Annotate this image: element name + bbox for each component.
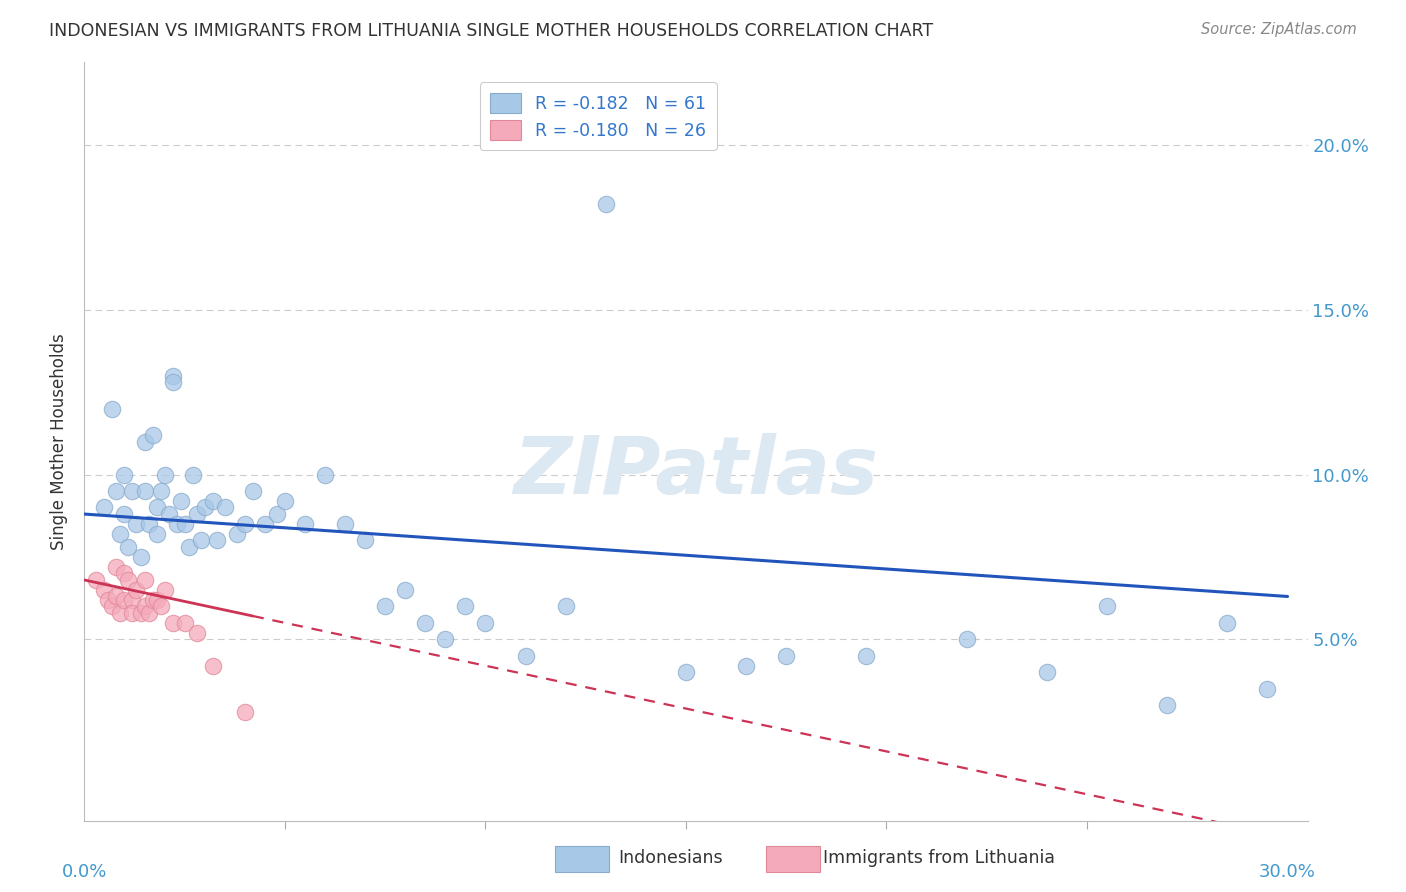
Point	[333, 516, 356, 531]
Point	[114, 592, 136, 607]
Point	[153, 582, 176, 597]
Point	[105, 559, 128, 574]
Point	[374, 599, 396, 614]
Point	[101, 401, 124, 416]
Point	[110, 526, 132, 541]
Text: 30.0%: 30.0%	[1260, 863, 1316, 881]
Point	[149, 599, 172, 614]
Point	[117, 573, 139, 587]
Point	[129, 606, 152, 620]
Y-axis label: Single Mother Households: Single Mother Households	[51, 334, 69, 549]
Text: 0.0%: 0.0%	[62, 863, 107, 881]
Point	[162, 375, 184, 389]
Text: INDONESIAN VS IMMIGRANTS FROM LITHUANIA SINGLE MOTHER HOUSEHOLDS CORRELATION CHA: INDONESIAN VS IMMIGRANTS FROM LITHUANIA …	[49, 22, 934, 40]
Point	[114, 507, 136, 521]
Point	[121, 483, 143, 498]
Point	[153, 467, 176, 482]
Point	[117, 540, 139, 554]
Point	[274, 494, 297, 508]
Point	[134, 483, 156, 498]
Point	[157, 507, 180, 521]
Point	[242, 483, 264, 498]
Point	[1156, 698, 1178, 713]
Point	[554, 599, 576, 614]
Point	[177, 540, 200, 554]
Point	[138, 606, 160, 620]
Point	[225, 526, 247, 541]
Point	[413, 615, 436, 630]
Point	[134, 573, 156, 587]
Point	[169, 494, 191, 508]
Point	[141, 592, 163, 607]
Point	[190, 533, 212, 548]
Point	[134, 434, 156, 449]
Point	[454, 599, 477, 614]
Point	[173, 516, 195, 531]
Text: Source: ZipAtlas.com: Source: ZipAtlas.com	[1201, 22, 1357, 37]
Point	[114, 467, 136, 482]
Point	[675, 665, 697, 680]
Legend: R = -0.182   N = 61, R = -0.180   N = 26: R = -0.182 N = 61, R = -0.180 N = 26	[479, 82, 717, 151]
Point	[266, 507, 288, 521]
Point	[141, 428, 163, 442]
Point	[145, 526, 167, 541]
Point	[145, 500, 167, 515]
Point	[125, 516, 148, 531]
Point	[775, 648, 797, 663]
Point	[86, 573, 108, 587]
Point	[595, 197, 617, 211]
Point	[855, 648, 877, 663]
Point	[105, 483, 128, 498]
Point	[145, 592, 167, 607]
Point	[956, 632, 979, 647]
Point	[186, 507, 208, 521]
Point	[214, 500, 236, 515]
Point	[121, 606, 143, 620]
Point	[1095, 599, 1118, 614]
Point	[735, 658, 758, 673]
Point	[233, 705, 256, 719]
Point	[201, 494, 224, 508]
Point	[162, 615, 184, 630]
Point	[253, 516, 276, 531]
Point	[101, 599, 124, 614]
Point	[201, 658, 224, 673]
Text: ZIPatlas: ZIPatlas	[513, 433, 879, 511]
Point	[93, 582, 115, 597]
Point	[105, 590, 128, 604]
Point	[294, 516, 316, 531]
Point	[173, 615, 195, 630]
Point	[93, 500, 115, 515]
Point	[314, 467, 336, 482]
Point	[205, 533, 228, 548]
Point	[166, 516, 188, 531]
Point	[125, 582, 148, 597]
Point	[134, 599, 156, 614]
Text: Indonesians: Indonesians	[619, 849, 723, 867]
Point	[474, 615, 496, 630]
Point	[1036, 665, 1059, 680]
Point	[129, 549, 152, 564]
Point	[186, 625, 208, 640]
Point	[97, 592, 120, 607]
Point	[1256, 681, 1278, 696]
Point	[434, 632, 457, 647]
Point	[181, 467, 204, 482]
Point	[138, 516, 160, 531]
Point	[194, 500, 217, 515]
Point	[110, 606, 132, 620]
Point	[233, 516, 256, 531]
Text: Immigrants from Lithuania: Immigrants from Lithuania	[823, 849, 1054, 867]
Point	[515, 648, 537, 663]
Point	[1216, 615, 1239, 630]
Point	[162, 368, 184, 383]
Point	[114, 566, 136, 581]
Point	[354, 533, 377, 548]
Point	[149, 483, 172, 498]
Point	[394, 582, 416, 597]
Point	[121, 592, 143, 607]
